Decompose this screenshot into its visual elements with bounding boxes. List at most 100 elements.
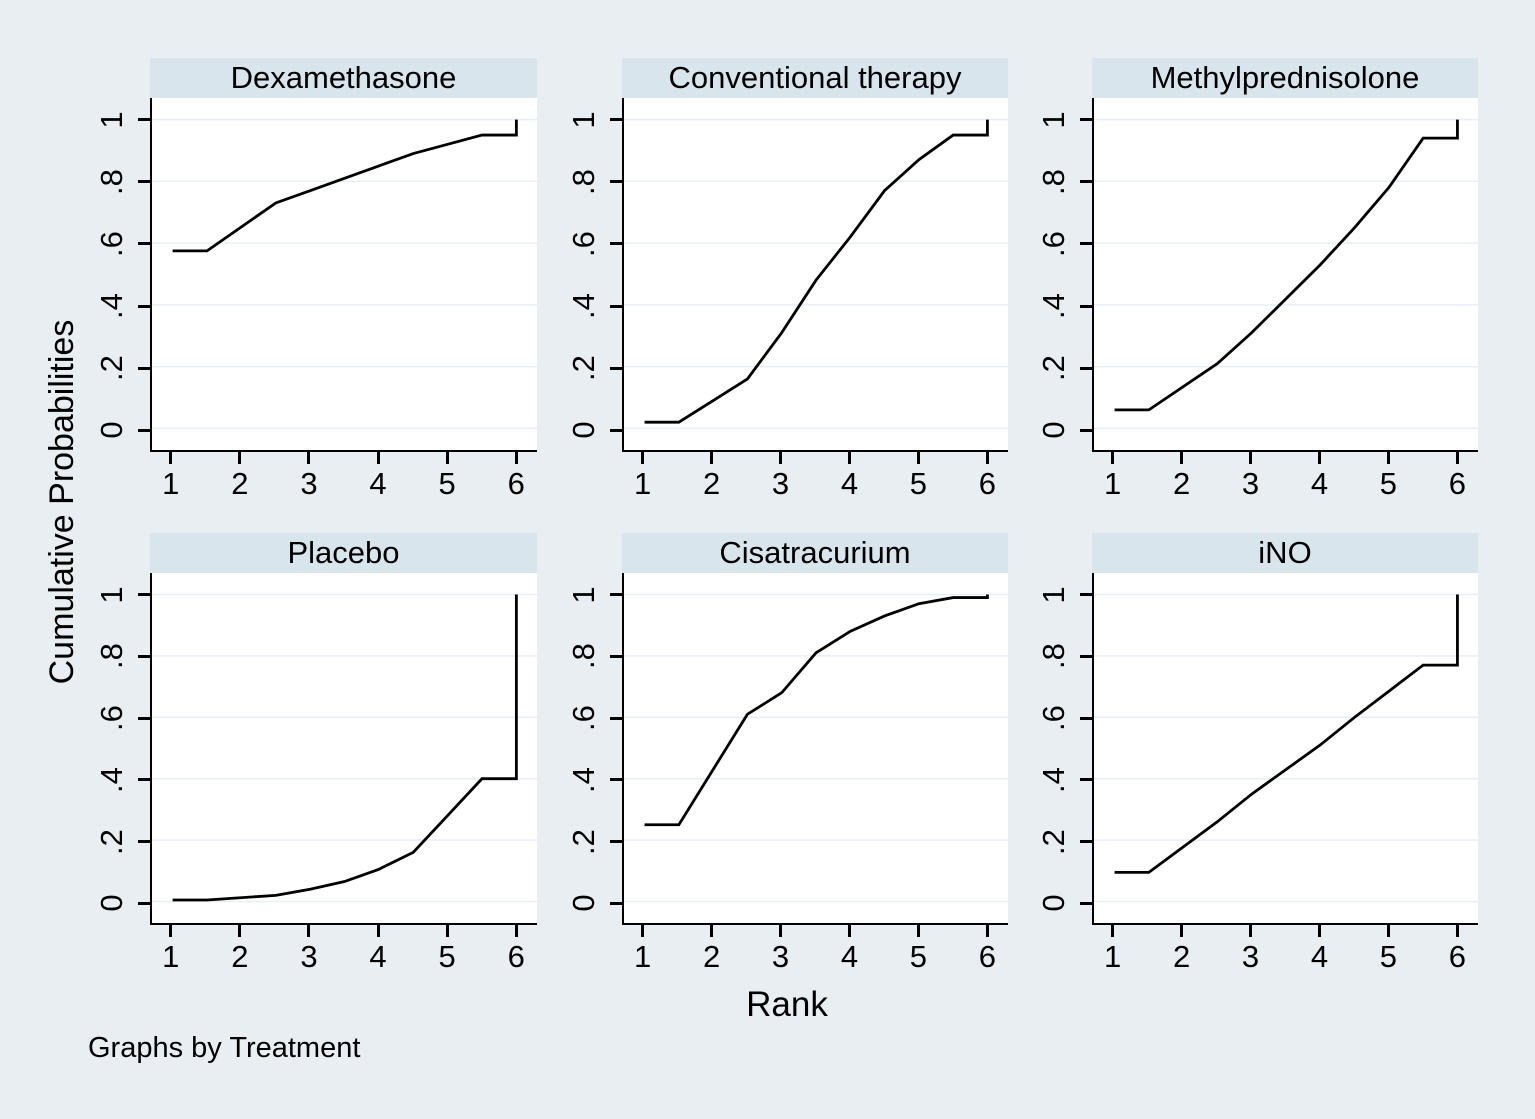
y-axis-tick xyxy=(610,304,622,308)
panel-methylprednisolone: Methylprednisolone 1 2 3 4 5 6 0 .2 .4 .6 .8 1 xyxy=(1036,58,1478,501)
x-axis-tick xyxy=(779,925,783,937)
panel-cisatracurium: Cisatracurium 1 2 3 4 5 6 0 .2 .4 .6 .8 1 xyxy=(566,533,1008,974)
y-axis-tick xyxy=(138,180,150,184)
x-axis-tick-label: 2 xyxy=(231,466,249,501)
x-axis-tick xyxy=(1317,925,1321,937)
y-axis-tick-label: .2 xyxy=(94,355,129,382)
y-axis-tick xyxy=(610,242,622,246)
x-axis-tick-label: 5 xyxy=(909,466,928,501)
panel-title: Cisatracurium xyxy=(622,533,1008,573)
y-axis-tick-label: 0 xyxy=(94,894,129,912)
x-axis-tick-label: 3 xyxy=(300,939,318,974)
x-axis-tick xyxy=(445,452,449,464)
x-axis-tick xyxy=(1455,925,1459,937)
x-axis-tick xyxy=(985,452,989,464)
x-axis-tick xyxy=(1249,452,1253,464)
plot-area-dexamethasone xyxy=(150,98,537,452)
x-axis-tick-label: 6 xyxy=(1448,939,1466,974)
x-axis-tick xyxy=(710,925,714,937)
y-axis-tick-label: .2 xyxy=(1036,355,1071,382)
y-axis-tick xyxy=(138,901,150,905)
x-axis-tick xyxy=(307,452,311,464)
y-axis-tick xyxy=(138,366,150,370)
y-axis-tick-label: 0 xyxy=(1036,421,1071,439)
y-axis-tick-label: .4 xyxy=(94,766,129,793)
y-axis-tick xyxy=(1080,428,1092,432)
x-axis-tick xyxy=(1249,925,1253,937)
x-axis-tick-label: 3 xyxy=(300,466,318,501)
y-axis-tick-label: 0 xyxy=(94,421,129,439)
y-axis-tick xyxy=(610,366,622,370)
x-axis-tick-label: 1 xyxy=(162,466,180,501)
x-axis-tick xyxy=(985,925,989,937)
y-axis-tick xyxy=(610,716,622,720)
x-axis-tick xyxy=(169,925,173,937)
y-axis-tick-label: .4 xyxy=(566,293,601,319)
y-axis-tick xyxy=(1080,716,1092,720)
x-axis-tick xyxy=(238,925,242,937)
y-axis-tick xyxy=(610,778,622,782)
cumulative-probability-line xyxy=(173,120,517,251)
y-axis-tick xyxy=(1080,593,1092,597)
cumulative-probability-line xyxy=(645,120,988,423)
plot-area-placebo xyxy=(150,573,537,925)
y-axis-tick-label: .4 xyxy=(566,766,601,793)
y-axis-tick xyxy=(610,180,622,184)
x-axis-tick-label: 6 xyxy=(1448,466,1466,501)
y-axis-tick-label: 1 xyxy=(94,111,129,129)
x-axis-tick xyxy=(514,925,518,937)
y-axis-tick-label: .6 xyxy=(566,231,601,257)
x-axis-tick xyxy=(445,925,449,937)
y-axis-tick-label: 1 xyxy=(1036,111,1071,129)
x-axis-tick-label: 5 xyxy=(1379,466,1398,501)
x-axis-tick xyxy=(514,452,518,464)
x-axis-tick xyxy=(1111,452,1115,464)
x-axis-tick xyxy=(1180,925,1184,937)
x-axis-tick-label: 4 xyxy=(369,939,387,974)
x-axis-tick xyxy=(916,452,920,464)
y-axis-tick xyxy=(1080,366,1092,370)
plot-area-methylprednisolone xyxy=(1092,98,1478,452)
y-axis-tick xyxy=(1080,118,1092,122)
panel-title: Methylprednisolone xyxy=(1092,58,1478,98)
panel-chart-svg xyxy=(1094,98,1478,450)
y-axis-tick-label: .6 xyxy=(1036,231,1071,257)
y-axis-tick-label: .8 xyxy=(94,643,129,670)
y-axis-tick-label: .8 xyxy=(1036,643,1071,670)
y-axis-tick-label: .4 xyxy=(94,293,129,319)
x-axis-tick-label: 4 xyxy=(840,939,859,974)
panel-dexamethasone: Dexamethasone 1 2 3 4 5 6 0 .2 .4 .6 .8 1 xyxy=(94,58,537,501)
panel-chart-svg xyxy=(1094,573,1478,923)
y-axis-tick-label: .8 xyxy=(1036,168,1071,195)
x-axis-tick xyxy=(1386,452,1390,464)
x-axis-tick-label: 6 xyxy=(507,939,525,974)
x-axis-tick xyxy=(710,452,714,464)
panel-chart-svg xyxy=(624,98,1008,450)
plot-area-cisatracurium xyxy=(622,573,1008,925)
y-axis-tick-label: .6 xyxy=(1036,705,1071,732)
plot-area-ino xyxy=(1092,573,1478,925)
y-axis-tick xyxy=(1080,242,1092,246)
x-axis-tick-label: 4 xyxy=(1310,939,1329,974)
x-axis-tick-label: 1 xyxy=(1104,466,1122,501)
y-axis-tick xyxy=(138,716,150,720)
y-axis-title: Cumulative Probabilities xyxy=(43,319,81,685)
x-axis-tick-label: 4 xyxy=(369,466,387,501)
y-axis-tick-label: .2 xyxy=(566,828,601,855)
x-axis-tick-label: 2 xyxy=(702,939,721,974)
panel-chart-svg xyxy=(152,573,537,923)
x-axis-tick xyxy=(1111,925,1115,937)
cumulative-probability-line xyxy=(1115,120,1458,410)
x-axis-tick xyxy=(1317,452,1321,464)
by-graph-caption: Graphs by Treatment xyxy=(88,1032,361,1064)
y-axis-tick xyxy=(610,901,622,905)
x-axis-tick-label: 2 xyxy=(1172,466,1191,501)
y-axis-tick xyxy=(138,654,150,658)
y-axis-tick-label: .8 xyxy=(566,643,601,670)
y-axis-tick-label: 1 xyxy=(94,585,129,604)
x-axis-tick-label: 3 xyxy=(771,466,790,501)
x-axis-tick xyxy=(847,452,851,464)
x-axis-tick xyxy=(1386,925,1390,937)
y-axis-tick xyxy=(138,304,150,308)
